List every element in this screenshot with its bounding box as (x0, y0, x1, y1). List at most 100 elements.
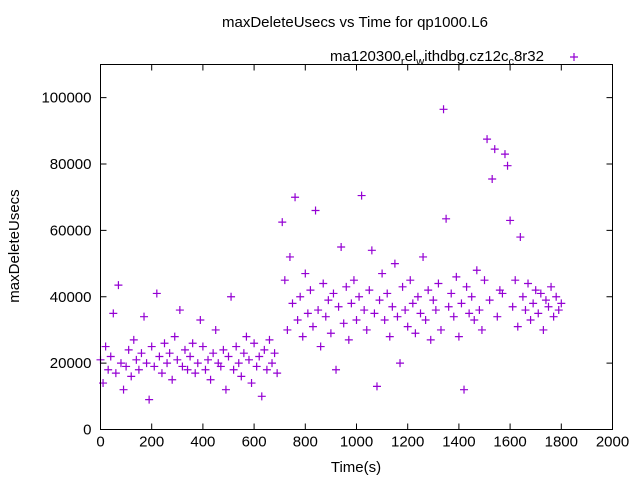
data-point (247, 379, 256, 388)
data-point (175, 306, 184, 315)
data-point (311, 206, 320, 215)
y-tick-label: 20000 (50, 355, 92, 372)
data-point (547, 282, 556, 291)
data-point (365, 286, 374, 295)
data-point (234, 359, 243, 368)
data-point (242, 332, 251, 341)
data-point (411, 329, 420, 338)
data-point (370, 309, 379, 318)
data-point (326, 329, 335, 338)
data-point (150, 362, 159, 371)
data-point (186, 352, 195, 361)
x-tick-label: 200 (139, 434, 164, 451)
data-point (518, 292, 527, 301)
chart-title: maxDeleteUsecs vs Time for qp1000.L6 (222, 14, 488, 31)
data-point (293, 316, 302, 324)
data-point (260, 345, 269, 354)
data-point (393, 312, 402, 321)
data-point (116, 359, 125, 368)
data-point (424, 286, 433, 295)
data-point (349, 276, 358, 285)
data-point (408, 299, 417, 308)
data-point (449, 312, 458, 321)
data-point (332, 365, 341, 374)
data-point (280, 276, 289, 285)
data-point (152, 289, 161, 298)
data-point (426, 335, 435, 344)
data-point (232, 342, 241, 351)
data-point (536, 289, 545, 298)
x-tick-label: 1400 (442, 434, 475, 451)
data-point (444, 302, 453, 311)
data-point (201, 365, 210, 374)
x-tick-label: 800 (293, 434, 318, 451)
data-point (129, 335, 138, 344)
data-point (198, 342, 207, 351)
data-point (191, 369, 200, 378)
data-point (168, 375, 177, 384)
data-point (521, 306, 530, 315)
data-point (229, 365, 238, 374)
data-point (452, 272, 461, 281)
data-point (380, 316, 389, 324)
data-point (127, 372, 136, 381)
data-point (419, 252, 428, 261)
data-point (140, 312, 149, 321)
y-tick-label: 100000 (41, 90, 91, 107)
y-axis-label: maxDeleteUsecs (6, 189, 23, 302)
x-tick-label: 1800 (545, 434, 578, 451)
data-point (511, 276, 520, 285)
data-point (447, 289, 456, 298)
data-point (485, 296, 494, 305)
data-point (278, 218, 287, 227)
data-point (178, 362, 187, 371)
data-point (101, 342, 110, 351)
data-point (454, 332, 463, 341)
data-point (316, 342, 325, 351)
data-point (301, 269, 310, 278)
data-point (383, 289, 392, 298)
data-point (421, 316, 430, 324)
data-point (552, 292, 561, 301)
data-point (429, 296, 438, 305)
data-point (357, 191, 366, 200)
data-point (321, 312, 330, 321)
data-point (206, 375, 215, 384)
data-point (145, 395, 154, 404)
data-point (490, 145, 499, 154)
data-point (239, 349, 248, 358)
data-point (416, 309, 425, 318)
data-point (396, 359, 405, 368)
data-point (196, 316, 205, 324)
data-point (462, 282, 471, 291)
data-point (480, 276, 489, 285)
data-point (557, 299, 566, 308)
legend-label: ma120300relwithdbg.cz12cc8r32 (330, 48, 544, 68)
data-point (488, 174, 497, 183)
data-point (180, 345, 189, 354)
data-point (308, 322, 317, 331)
data-point (270, 349, 279, 358)
data-point (334, 302, 343, 311)
x-tick-label: 400 (190, 434, 215, 451)
data-point (285, 252, 294, 261)
data-point (114, 281, 123, 290)
data-point (398, 282, 407, 291)
data-point (529, 299, 538, 308)
data-point (342, 282, 351, 291)
data-point (265, 335, 274, 344)
data-point (132, 355, 141, 364)
data-point (355, 292, 364, 301)
data-point (347, 299, 356, 308)
y-tick-label: 0 (83, 422, 91, 439)
data-point (403, 322, 412, 331)
data-point (544, 302, 553, 311)
data-point (472, 266, 481, 275)
data-point (106, 352, 115, 361)
data-point (147, 342, 156, 351)
data-point (388, 302, 397, 311)
data-point (457, 299, 466, 308)
data-point (337, 243, 346, 251)
data-point (339, 319, 348, 328)
y-tick-label: 80000 (50, 156, 92, 173)
